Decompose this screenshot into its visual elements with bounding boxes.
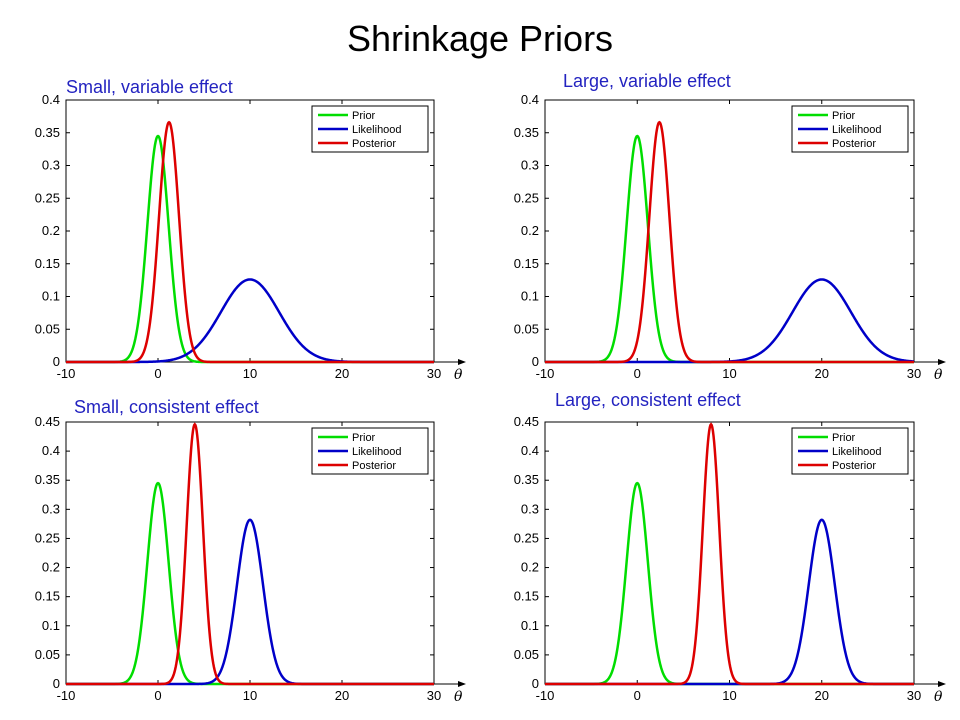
y-tick-label: 0.4: [521, 92, 539, 107]
y-tick-label: 0: [532, 354, 539, 369]
x-tick-label: -10: [536, 688, 555, 703]
y-tick-label: 0.25: [514, 530, 539, 545]
y-tick-label: 0.15: [514, 589, 539, 604]
legend-label: Posterior: [832, 460, 876, 472]
y-tick-label: 0.4: [42, 92, 60, 107]
y-tick-label: 0.45: [514, 414, 539, 429]
y-tick-label: 0.05: [35, 647, 60, 662]
y-tick-label: 0.4: [521, 443, 539, 458]
y-tick-label: 0.3: [42, 501, 60, 516]
panel-title-small-variable: Small, variable effect: [66, 77, 233, 97]
y-tick-label: 0: [532, 676, 539, 691]
x-axis-arrowhead: [458, 681, 466, 687]
x-tick-label: 0: [154, 366, 161, 381]
y-tick-label: 0.2: [521, 560, 539, 575]
y-tick-label: 0.3: [521, 501, 539, 516]
y-tick-label: 0: [53, 354, 60, 369]
x-axis-arrowhead: [458, 359, 466, 365]
y-tick-label: 0.15: [514, 256, 539, 271]
y-tick-label: 0.15: [35, 589, 60, 604]
x-tick-label: -10: [57, 366, 76, 381]
x-tick-label: -10: [536, 366, 555, 381]
y-tick-label: 0.1: [42, 618, 60, 633]
x-axis-label: θ: [454, 689, 463, 705]
x-tick-label: 30: [427, 688, 441, 703]
chart-panel-1: 00.050.10.150.20.250.30.350.4-10 0 10 20 30 θ…: [514, 92, 946, 383]
legend-label: Posterior: [352, 138, 396, 150]
panel-title-large-variable: Large, variable effect: [563, 71, 731, 91]
y-tick-label: 0.35: [35, 125, 60, 140]
x-tick-label: 10: [722, 688, 736, 703]
y-tick-label: 0: [53, 676, 60, 691]
x-tick-label: 20: [335, 688, 349, 703]
y-tick-label: 0.3: [521, 158, 539, 173]
legend: Prior Likelihood Posterior: [311, 427, 429, 475]
y-tick-label: 0.2: [42, 223, 60, 238]
x-tick-label: 10: [722, 366, 736, 381]
legend-label: Prior: [352, 432, 376, 444]
y-tick-label: 0.2: [42, 560, 60, 575]
y-tick-label: 0.05: [514, 321, 539, 336]
legend-label: Likelihood: [352, 124, 402, 136]
x-axis-arrowhead: [938, 681, 946, 687]
legend-label: Likelihood: [832, 124, 882, 136]
series-line-posterior: [545, 422, 914, 686]
legend-box: [791, 427, 909, 475]
legend: Prior Likelihood Posterior: [311, 105, 429, 153]
legend-label: Likelihood: [352, 446, 402, 458]
x-tick-label: 20: [335, 366, 349, 381]
y-tick-label: 0.45: [35, 414, 60, 429]
legend-label: Posterior: [832, 138, 876, 150]
x-tick-label: -10: [57, 688, 76, 703]
legend: Prior Likelihood Posterior: [791, 105, 909, 153]
y-tick-label: 0.1: [521, 618, 539, 633]
x-tick-label: 20: [815, 366, 829, 381]
y-tick-label: 0.35: [514, 472, 539, 487]
panel-title-large-consistent: Large, consistent effect: [555, 390, 741, 410]
y-tick-label: 0.1: [521, 289, 539, 304]
x-axis-label: θ: [934, 689, 943, 705]
series-line-posterior: [66, 120, 434, 364]
legend-label: Posterior: [352, 460, 396, 472]
x-axis-arrowhead: [938, 359, 946, 365]
panel-title-small-consistent: Small, consistent effect: [74, 397, 259, 417]
y-tick-label: 0.2: [521, 223, 539, 238]
x-axis-label: θ: [454, 367, 463, 383]
x-tick-label: 10: [243, 366, 257, 381]
slide-title: Shrinkage Priors: [346, 18, 614, 59]
series-line-posterior: [545, 120, 914, 364]
y-tick-label: 0.4: [42, 443, 60, 458]
y-tick-label: 0.35: [514, 125, 539, 140]
chart-panel-3: 00.050.10.150.20.250.30.350.40.45-10 0 10 2…: [514, 414, 946, 705]
x-tick-label: 0: [154, 688, 161, 703]
x-tick-label: 20: [815, 688, 829, 703]
x-tick-label: 0: [634, 688, 641, 703]
chart-panel-0: 00.050.10.150.20.250.30.350.4-10 0 10 20 30 θ…: [35, 92, 466, 383]
legend-label: Prior: [352, 110, 376, 122]
x-tick-label: 30: [907, 366, 921, 381]
legend-label: Prior: [832, 110, 856, 122]
legend-label: Prior: [832, 432, 856, 444]
y-tick-label: 0.15: [35, 256, 60, 271]
y-tick-label: 0.25: [35, 190, 60, 205]
y-tick-label: 0.25: [514, 190, 539, 205]
x-tick-label: 10: [243, 688, 257, 703]
y-tick-label: 0.3: [42, 158, 60, 173]
chart-panel-2: 00.050.10.150.20.250.30.350.40.45-10 0 10 2…: [35, 414, 466, 705]
y-tick-label: 0.05: [35, 321, 60, 336]
x-tick-label: 30: [907, 688, 921, 703]
x-axis-label: θ: [934, 367, 943, 383]
y-tick-label: 0.25: [35, 530, 60, 545]
y-tick-label: 0.05: [514, 647, 539, 662]
x-tick-label: 30: [427, 366, 441, 381]
series-line-posterior: [66, 422, 434, 686]
y-tick-label: 0.1: [42, 289, 60, 304]
legend-label: Likelihood: [832, 446, 882, 458]
legend: Prior Likelihood Posterior: [791, 427, 909, 475]
x-tick-label: 0: [634, 366, 641, 381]
y-tick-label: 0.35: [35, 472, 60, 487]
